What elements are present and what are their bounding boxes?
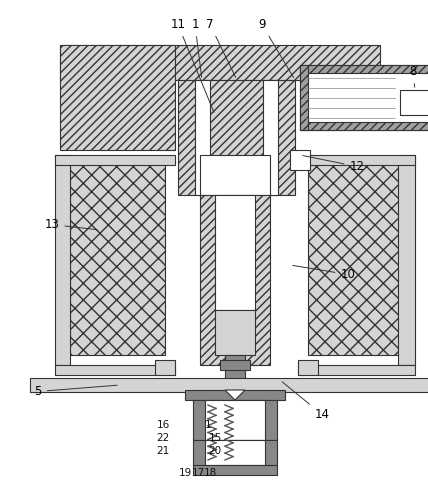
Polygon shape	[225, 390, 245, 400]
Text: 10: 10	[293, 265, 355, 281]
Polygon shape	[225, 355, 245, 390]
Polygon shape	[298, 155, 415, 165]
Polygon shape	[178, 80, 295, 195]
Polygon shape	[55, 365, 175, 375]
Polygon shape	[400, 90, 428, 115]
Text: 22: 22	[156, 433, 169, 443]
Polygon shape	[195, 80, 210, 195]
Text: 5: 5	[34, 385, 117, 398]
Polygon shape	[298, 360, 318, 375]
Polygon shape	[200, 195, 270, 365]
Polygon shape	[193, 465, 277, 475]
Text: 18: 18	[203, 468, 217, 478]
Text: 7: 7	[206, 18, 236, 77]
Text: 1: 1	[191, 18, 202, 77]
Polygon shape	[205, 440, 265, 465]
Polygon shape	[398, 155, 415, 365]
Polygon shape	[70, 160, 165, 355]
Polygon shape	[298, 365, 415, 375]
Text: 20: 20	[208, 446, 222, 456]
Polygon shape	[55, 155, 70, 365]
Text: 13: 13	[45, 218, 97, 231]
Polygon shape	[215, 310, 255, 355]
Polygon shape	[220, 360, 250, 370]
Text: 21: 21	[156, 446, 169, 456]
Polygon shape	[193, 400, 277, 440]
Text: 8: 8	[409, 65, 417, 87]
Polygon shape	[55, 155, 175, 165]
Polygon shape	[60, 45, 175, 150]
Text: 12: 12	[303, 155, 365, 173]
Text: 11: 11	[170, 18, 214, 112]
Polygon shape	[308, 160, 400, 355]
Polygon shape	[185, 390, 285, 400]
Polygon shape	[155, 360, 175, 375]
Polygon shape	[205, 400, 265, 440]
Text: 16: 16	[156, 420, 169, 430]
Polygon shape	[300, 122, 428, 130]
Polygon shape	[290, 150, 310, 170]
Text: 1: 1	[205, 420, 211, 430]
Polygon shape	[200, 155, 270, 195]
Text: 15: 15	[208, 433, 222, 443]
Text: 17: 17	[191, 468, 205, 478]
Polygon shape	[300, 65, 308, 130]
Polygon shape	[60, 45, 380, 105]
Polygon shape	[300, 65, 428, 73]
Polygon shape	[263, 80, 278, 195]
Text: 19: 19	[178, 468, 192, 478]
Polygon shape	[30, 378, 428, 392]
Text: 14: 14	[282, 382, 330, 421]
Polygon shape	[300, 65, 428, 130]
Polygon shape	[193, 440, 277, 465]
Polygon shape	[215, 195, 255, 310]
Text: 9: 9	[258, 18, 294, 77]
